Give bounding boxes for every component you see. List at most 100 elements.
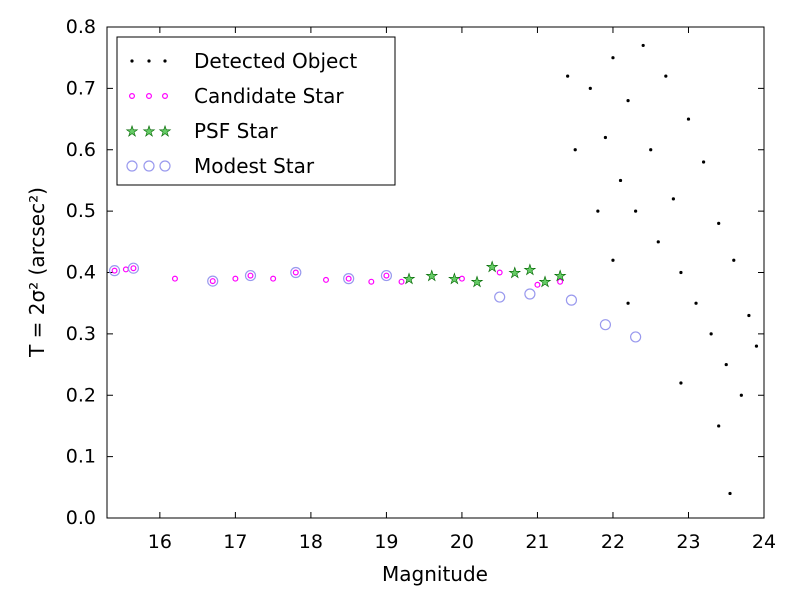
point-candidate-star-12 xyxy=(383,272,390,279)
legend-label-psf-star: PSF Star xyxy=(194,119,278,143)
point-modest-star-5 xyxy=(343,273,355,285)
point-candidate-star-14 xyxy=(458,275,465,282)
point-candidate-star-7 xyxy=(270,275,277,282)
point-candidate-star-6 xyxy=(247,272,254,279)
point-detected-object-28 xyxy=(596,209,600,213)
x-tick-label: 19 xyxy=(374,531,398,553)
x-axis: 16 17 18 19 20 21 22 23 24 xyxy=(148,27,776,553)
point-detected-object-3 xyxy=(611,56,615,60)
y-tick-label: 0.0 xyxy=(66,507,96,529)
point-detected-object-24 xyxy=(717,424,721,428)
x-tick-label: 17 xyxy=(223,531,247,553)
point-detected-object-25 xyxy=(679,381,683,385)
point-detected-object-21 xyxy=(747,313,751,318)
point-modest-star-2 xyxy=(207,275,219,287)
point-detected-object-1 xyxy=(588,86,592,90)
point-detected-object-9 xyxy=(656,240,660,244)
point-detected-object-2 xyxy=(603,135,608,140)
point-detected-object-26 xyxy=(626,301,630,305)
legend-marker-candidate-star xyxy=(129,92,169,99)
point-detected-object-12 xyxy=(679,270,683,275)
svg-text:★: ★ xyxy=(143,124,156,140)
point-psf-star-0: ★ xyxy=(403,272,416,288)
point-candidate-star-8 xyxy=(292,269,299,276)
point-psf-star-8: ★ xyxy=(554,269,567,285)
point-modest-star-8 xyxy=(524,288,536,300)
point-detected-object-6 xyxy=(634,209,638,213)
point-modest-star-10 xyxy=(599,319,612,331)
point-detected-object-5 xyxy=(626,99,630,103)
point-detected-object-14 xyxy=(694,301,698,305)
point-candidate-star-3 xyxy=(171,275,178,282)
y-tick-label: 0.2 xyxy=(66,384,96,406)
legend-marker-psf-star: ★ ★ ★ xyxy=(125,124,172,141)
y-axis: 0.0 0.1 0.2 0.3 0.4 0.5 0.6 0.7 0.8 xyxy=(66,16,764,529)
point-modest-star-6 xyxy=(380,269,393,282)
point-psf-star-1: ★ xyxy=(425,269,438,285)
point-candidate-star-9 xyxy=(323,276,330,283)
point-detected-object-18 xyxy=(724,362,728,367)
legend-marker-modest-star xyxy=(126,160,171,172)
point-candidate-star-1 xyxy=(122,266,129,273)
point-candidate-star-10 xyxy=(345,275,352,282)
point-candidate-star-17 xyxy=(557,278,564,285)
y-tick-label: 0.1 xyxy=(66,446,96,468)
point-modest-star-7 xyxy=(494,291,506,303)
point-candidate-star-16 xyxy=(534,281,541,288)
svg-text:★: ★ xyxy=(159,124,172,140)
point-detected-object-11 xyxy=(671,197,675,201)
point-psf-star-7: ★ xyxy=(539,275,552,291)
x-tick-label: 24 xyxy=(752,531,776,553)
x-tick-label: 16 xyxy=(148,531,172,553)
y-tick-label: 0.6 xyxy=(66,139,96,161)
x-tick-label: 18 xyxy=(299,531,323,553)
point-detected-object-0 xyxy=(566,74,570,78)
x-tick-label: 21 xyxy=(525,531,549,553)
point-detected-object-23 xyxy=(728,491,732,496)
point-modest-star-0 xyxy=(108,265,121,277)
x-tick-label: 20 xyxy=(450,531,474,553)
point-detected-object-8 xyxy=(649,148,653,152)
point-detected-object-19 xyxy=(732,258,736,262)
point-psf-star-6: ★ xyxy=(524,262,537,278)
point-candidate-star-5 xyxy=(232,275,239,282)
legend: Detected Object Candidate Star ★ ★ ★ PSF… xyxy=(116,36,396,186)
point-psf-star-4: ★ xyxy=(486,259,499,275)
point-candidate-star-15 xyxy=(496,269,503,276)
svg-text:★: ★ xyxy=(126,124,139,140)
point-detected-object-22 xyxy=(754,344,759,348)
y-tick-label: 0.3 xyxy=(66,323,96,345)
y-tick-label: 0.7 xyxy=(66,77,96,99)
point-candidate-star-2 xyxy=(130,265,137,272)
data-points: ★ ★ ★ ★★ ★ ★★ ★ xyxy=(108,43,759,496)
point-modest-star-11 xyxy=(630,331,642,343)
legend-marker-detected-object xyxy=(130,59,167,63)
x-tick-label: 22 xyxy=(601,531,625,553)
y-tick-label: 0.5 xyxy=(66,200,96,222)
x-tick-label: 23 xyxy=(676,531,700,553)
point-candidate-star-4 xyxy=(209,278,216,285)
y-axis-title: T = 2σ² (arcsec²) xyxy=(25,187,49,358)
x-axis-title: Magnitude xyxy=(382,562,488,586)
point-detected-object-27 xyxy=(611,258,615,262)
point-modest-star-3 xyxy=(244,269,257,282)
point-detected-object-13 xyxy=(686,117,691,121)
legend-box xyxy=(116,36,396,186)
point-detected-object-15 xyxy=(701,160,706,164)
point-modest-star-4 xyxy=(290,266,302,279)
point-candidate-star-13 xyxy=(398,278,405,285)
point-psf-star-3: ★ xyxy=(471,275,484,291)
point-detected-object-7 xyxy=(641,43,645,48)
point-detected-object-16 xyxy=(709,332,713,336)
point-candidate-star-0 xyxy=(111,267,118,274)
y-tick-label: 0.8 xyxy=(66,16,96,38)
y-tick-label: 0.4 xyxy=(66,262,96,284)
point-detected-object-29 xyxy=(573,148,577,152)
point-detected-object-20 xyxy=(739,393,743,397)
point-psf-star-5: ★ xyxy=(509,266,522,282)
legend-label-candidate-star: Candidate Star xyxy=(194,84,344,108)
point-modest-star-9 xyxy=(565,294,578,306)
point-detected-object-10 xyxy=(664,74,668,78)
point-psf-star-2: ★ xyxy=(448,272,461,288)
point-detected-object-4 xyxy=(618,178,623,183)
